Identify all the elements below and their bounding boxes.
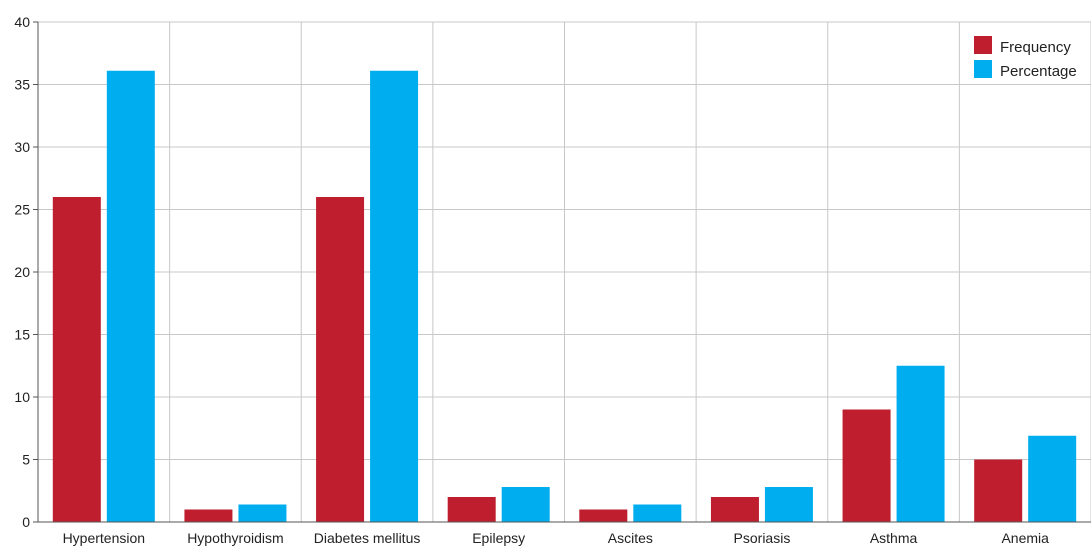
bar-frequency-anemia bbox=[974, 459, 1023, 522]
y-tick-labels: 0 5 10 15 20 25 30 35 40 bbox=[14, 14, 38, 530]
bar-percentage-hypothyroidism bbox=[238, 504, 287, 522]
bar-percentage-diabetes-mellitus bbox=[370, 70, 419, 522]
category-label: Ascites bbox=[608, 530, 653, 546]
bar-frequency-diabetes-mellitus bbox=[316, 197, 365, 522]
bar-percentage-asthma bbox=[896, 365, 945, 522]
y-tick-label: 10 bbox=[14, 389, 30, 405]
bars bbox=[52, 70, 1077, 522]
y-tick-label: 25 bbox=[14, 202, 30, 218]
bar-percentage-ascites bbox=[633, 504, 682, 522]
category-label: Hypertension bbox=[63, 530, 146, 546]
category-label: Anemia bbox=[1001, 530, 1049, 546]
legend-label-frequency: Frequency bbox=[1000, 39, 1071, 56]
bar-frequency-asthma bbox=[842, 409, 891, 522]
y-tick-label: 15 bbox=[14, 327, 30, 343]
y-tick-label: 5 bbox=[22, 452, 30, 468]
y-tick-label: 40 bbox=[14, 14, 30, 30]
y-tick-label: 30 bbox=[14, 139, 30, 155]
category-label: Hypothyroidism bbox=[187, 530, 283, 546]
category-label: Epilepsy bbox=[472, 530, 525, 546]
bar-frequency-hypothyroidism bbox=[184, 509, 233, 522]
bar-percentage-hypertension bbox=[106, 70, 155, 522]
grid bbox=[38, 21, 1091, 522]
category-label: Psoriasis bbox=[734, 530, 791, 546]
bar-frequency-psoriasis bbox=[710, 497, 759, 522]
legend-swatch-percentage bbox=[974, 60, 992, 78]
legend-swatch-frequency bbox=[974, 36, 992, 54]
category-label: Diabetes mellitus bbox=[314, 530, 421, 546]
bar-frequency-ascites bbox=[579, 509, 628, 522]
bar-frequency-epilepsy bbox=[447, 497, 496, 522]
legend: Frequency Percentage bbox=[974, 36, 1077, 80]
bar-percentage-anemia bbox=[1028, 435, 1077, 522]
bar-percentage-psoriasis bbox=[764, 487, 813, 522]
category-label: Asthma bbox=[870, 530, 918, 546]
category-labels: Hypertension Hypothyroidism Diabetes melli… bbox=[63, 530, 1050, 546]
y-tick-label: 20 bbox=[14, 264, 30, 280]
y-tick-label: 0 bbox=[22, 514, 30, 530]
bar-frequency-hypertension bbox=[52, 197, 101, 522]
y-tick-label: 35 bbox=[14, 77, 30, 93]
legend-label-percentage: Percentage bbox=[1000, 63, 1077, 80]
bar-percentage-epilepsy bbox=[501, 487, 550, 522]
